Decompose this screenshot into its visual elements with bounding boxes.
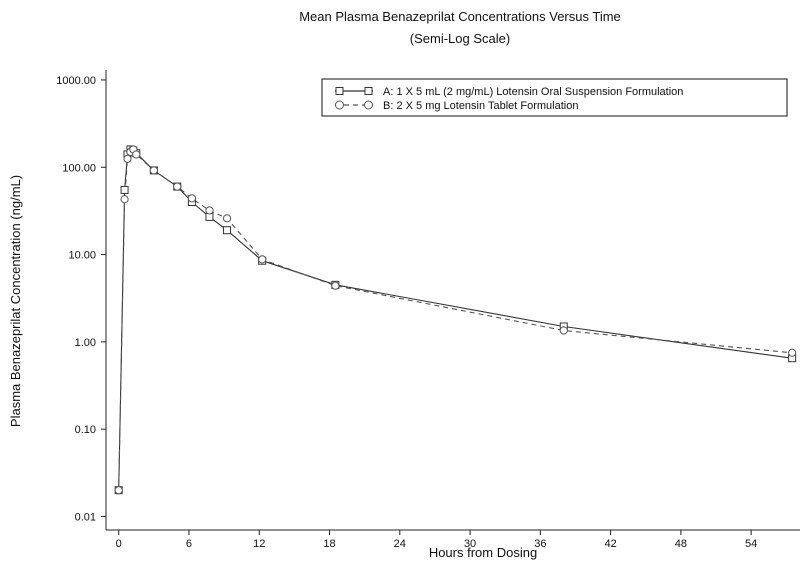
legend-box <box>321 78 788 117</box>
legend-marker-a <box>335 87 344 95</box>
x-tick-label: 24 <box>394 538 406 550</box>
legend-entry-b: B: 2 X 5 mg Lotensin Tablet Formulation <box>335 100 578 112</box>
data-point-b <box>205 206 214 215</box>
plot-area <box>114 145 797 495</box>
data-point-b <box>120 195 129 204</box>
chart-title: Mean Plasma Benazeprilat Concentrations … <box>299 9 621 24</box>
x-tick-label: 42 <box>604 538 616 550</box>
x-tick-label: 30 <box>464 538 476 550</box>
legend-label-b: B: 2 X 5 mg Lotensin Tablet Formulation <box>383 100 578 112</box>
data-point-b <box>132 150 141 159</box>
data-point-b <box>258 255 267 264</box>
data-point-b <box>187 194 197 203</box>
x-tick-label: 18 <box>323 538 335 550</box>
data-point-b <box>222 214 232 223</box>
axes: 0 6 12 18 24 30 36 42 48 54 0.01 0.10 1.00 10.00 100.0… <box>56 70 800 550</box>
x-tick-label: 54 <box>745 538 757 550</box>
x-tick-label: 6 <box>186 538 192 550</box>
y-tick-label: 1000.00 <box>56 75 96 87</box>
legend-entry-a: A: 1 X 5 mL (2 mg/mL) Lotensin Oral Susp… <box>335 86 683 98</box>
data-point-b <box>114 486 123 495</box>
series-line-a <box>118 148 793 491</box>
x-axis-label: Hours from Dosing <box>429 545 537 560</box>
x-tick-label: 12 <box>253 538 265 550</box>
data-point-b <box>559 326 568 335</box>
y-tick-label: 1.00 <box>75 337 96 349</box>
x-tick-label: 0 <box>116 538 122 550</box>
data-point-a <box>120 185 129 194</box>
data-point-b <box>173 182 182 191</box>
data-point-b <box>149 166 158 175</box>
data-point-b <box>331 281 340 290</box>
legend-marker-b <box>335 100 344 110</box>
legend: A: 1 X 5 mL (2 mg/mL) Lotensin Oral Susp… <box>321 78 788 117</box>
y-axis-label: Plasma Benazeprilat Concentration (ng/mL… <box>8 175 23 427</box>
data-point-a <box>223 226 232 235</box>
legend-label-a: A: 1 X 5 mL (2 mg/mL) Lotensin Oral Susp… <box>383 86 683 98</box>
x-tick-label: 48 <box>675 538 687 550</box>
data-point-b <box>788 348 797 357</box>
y-tick-label: 100.00 <box>62 162 96 174</box>
y-tick-label: 0.01 <box>75 511 96 523</box>
legend-marker-a <box>364 87 373 95</box>
chart-subtitle: (Semi-Log Scale) <box>410 31 510 46</box>
legend-marker-b <box>364 100 373 110</box>
data-point-b <box>123 154 132 163</box>
x-tick-label: 36 <box>534 538 546 550</box>
series-line-b <box>118 148 793 491</box>
y-tick-label: 10.00 <box>68 250 96 262</box>
y-tick-label: 0.10 <box>75 424 96 436</box>
